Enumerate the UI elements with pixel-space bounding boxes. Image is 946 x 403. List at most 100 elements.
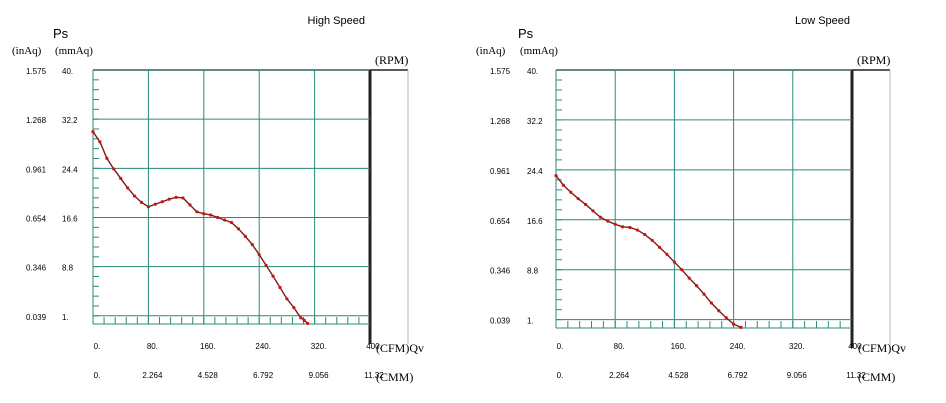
data-point: [613, 222, 617, 226]
x-tick-label-cfm: 0.: [94, 342, 101, 351]
y-tick-label-mmaq: 32.2: [62, 116, 78, 125]
x-tick-label-cfm: 400.: [366, 342, 382, 351]
x-tick-label-cmm: 2.264: [609, 371, 630, 380]
data-point: [739, 325, 743, 329]
rpm-label: (RPM): [375, 53, 408, 67]
data-point: [126, 186, 130, 190]
data-point: [112, 167, 116, 171]
data-point: [621, 225, 625, 229]
data-point: [285, 297, 289, 301]
x-tick-label-cmm: 2.264: [142, 371, 163, 380]
chart-title: High Speed: [308, 15, 366, 27]
data-point: [724, 316, 728, 320]
y-tick-label-inaq: 0.039: [26, 313, 47, 322]
data-point: [650, 238, 654, 242]
data-point: [606, 219, 610, 223]
data-point: [250, 242, 254, 247]
x-axis-label-cfm: (CFM)Qv: [858, 341, 906, 355]
y-tick-label-inaq: 1.575: [26, 67, 47, 76]
chart-title: Low Speed: [795, 15, 850, 27]
x-tick-label-cfm: 240.: [255, 342, 271, 351]
data-point: [584, 202, 588, 207]
y-tick-label-mmaq: 40.: [527, 67, 538, 76]
x-tick-label-cfm: 400.: [848, 342, 864, 351]
data-point: [271, 274, 275, 278]
y-tick-label-mmaq: 24.4: [62, 165, 78, 174]
y-tick-label-inaq: 0.346: [490, 267, 511, 276]
y-unit-mmaq: (mmAq): [55, 45, 93, 57]
y-tick-label-inaq: 0.654: [26, 214, 47, 223]
y-unit-inaq: (inAq): [476, 45, 506, 57]
data-point: [687, 276, 691, 280]
x-tick-label-cmm: 4.528: [668, 371, 689, 380]
data-point: [202, 212, 206, 216]
y-axis-label: Ps: [518, 26, 534, 41]
data-point: [132, 194, 137, 198]
data-point: [635, 228, 640, 232]
data-point: [243, 234, 247, 238]
data-point: [229, 220, 234, 225]
y-tick-label-mmaq: 8.8: [62, 264, 74, 273]
data-point: [561, 183, 566, 187]
y-tick-label-mmaq: 1.: [62, 313, 69, 322]
y-tick-label-mmaq: 16.6: [62, 214, 78, 223]
data-point: [302, 318, 306, 322]
series-line: [92, 131, 309, 324]
y-axis-label: Ps: [53, 26, 69, 41]
data-point: [216, 215, 220, 220]
data-point: [292, 306, 296, 310]
data-point: [680, 268, 684, 272]
data-point: [598, 215, 603, 219]
data-point: [554, 174, 558, 178]
x-tick-label-cmm: 6.792: [728, 371, 749, 380]
x-tick-label-cmm: 11.32: [364, 371, 384, 380]
y-tick-label-inaq: 1.575: [490, 67, 511, 76]
y-unit-mmaq: (mmAq): [520, 45, 558, 57]
data-point: [146, 205, 150, 209]
data-point: [306, 321, 310, 325]
data-point: [665, 252, 669, 256]
data-point: [702, 292, 706, 296]
data-point: [591, 209, 595, 213]
data-point: [236, 227, 241, 231]
data-point: [181, 196, 185, 200]
data-point: [643, 232, 647, 237]
data-point: [569, 190, 573, 194]
x-tick-label-cmm: 11.32: [846, 371, 866, 380]
y-tick-label-inaq: 0.961: [26, 165, 47, 174]
data-point: [732, 322, 736, 326]
data-point: [264, 263, 268, 267]
data-point: [98, 140, 102, 144]
data-point: [257, 253, 261, 257]
y-tick-label-inaq: 0.961: [490, 167, 511, 176]
data-point: [672, 260, 677, 264]
x-tick-label-cfm: 320.: [789, 342, 805, 351]
x-tick-label-cfm: 320.: [311, 342, 327, 351]
data-point: [91, 130, 95, 134]
x-axis-label-cmm: (CMM): [858, 370, 895, 384]
x-tick-label-cmm: 6.792: [253, 371, 274, 380]
data-point: [139, 200, 144, 204]
x-tick-label-cfm: 80.: [147, 342, 158, 351]
y-tick-label-inaq: 1.268: [490, 117, 511, 126]
y-tick-label-inaq: 1.268: [26, 116, 47, 125]
data-point: [222, 218, 227, 222]
data-point: [278, 285, 282, 290]
data-point: [160, 200, 164, 204]
data-point: [709, 301, 714, 305]
x-tick-label-cfm: 0.: [557, 342, 564, 351]
y-tick-label-mmaq: 8.8: [527, 267, 539, 276]
y-tick-label-inaq: 0.039: [490, 317, 511, 326]
x-tick-label-cfm: 160.: [671, 342, 687, 351]
y-tick-label-mmaq: 1.: [527, 317, 534, 326]
data-point: [119, 176, 123, 181]
data-point: [695, 284, 699, 288]
x-tick-label-cmm: 9.056: [787, 371, 808, 380]
y-tick-label-inaq: 0.654: [490, 217, 511, 226]
data-point: [153, 202, 157, 206]
data-point: [167, 197, 171, 201]
chart-panel-low-speed: Low Speed Ps (inAq) (mmAq) (RPM) 1.575 40. 1.26…: [476, 15, 906, 384]
rpm-label: (RPM): [857, 53, 890, 67]
